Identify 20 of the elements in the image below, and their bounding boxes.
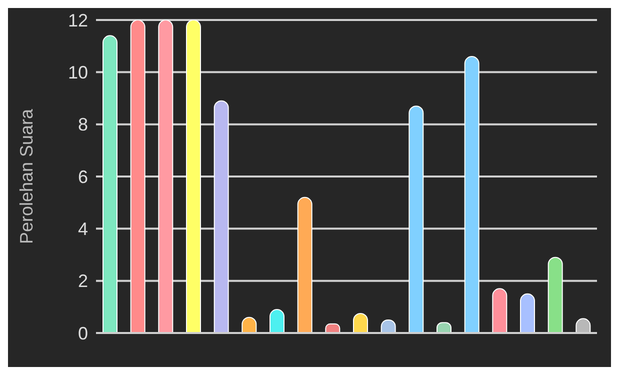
y-tick-label: 8: [78, 114, 88, 135]
bar: [520, 293, 535, 333]
y-tick-label: 10: [68, 62, 88, 83]
bar: [297, 196, 312, 333]
bar: [130, 20, 146, 333]
y-axis-title: Perolehan Suara: [16, 108, 36, 244]
y-tick-label: 12: [68, 10, 88, 30]
y-tick-label: 0: [78, 323, 88, 344]
bar: [186, 20, 201, 333]
bar: [492, 288, 508, 333]
y-tick-label: 6: [78, 166, 88, 187]
bar: [158, 20, 174, 333]
bar: [548, 256, 563, 333]
bar: [464, 56, 480, 333]
bar: [408, 106, 424, 333]
y-tick-label: 2: [78, 271, 88, 292]
bar: [102, 35, 118, 333]
bar: [214, 100, 229, 333]
bar: [270, 309, 284, 333]
y-tick-label: 4: [78, 219, 88, 240]
